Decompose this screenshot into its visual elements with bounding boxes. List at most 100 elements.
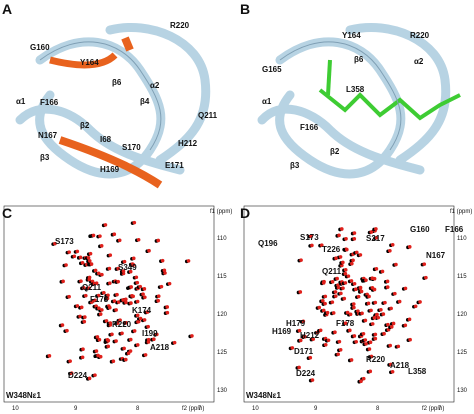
peak [345,310,350,315]
peak [129,301,133,305]
peak [91,233,96,238]
peak [321,281,326,285]
peak [53,241,57,246]
peak [83,293,88,298]
peak [379,307,383,312]
peak [64,263,68,267]
peak [98,312,103,316]
peak [138,316,143,321]
peak [352,281,357,286]
peak [135,280,140,285]
axis-label: f1 (ppm) [210,209,232,215]
peak [397,299,402,304]
peak [92,282,97,286]
peak [143,353,148,357]
peak [297,365,301,370]
residue-label: Q211 [82,283,102,292]
peak [106,344,111,349]
y-tick-label: 115 [457,274,467,280]
peak [108,321,113,325]
peak [78,255,83,260]
residue-label: N167 [38,131,58,140]
peak [47,354,52,358]
residue-label: R220 [410,31,430,40]
peak [337,339,342,344]
residue-label: W348Nε1 [6,391,41,400]
x-tick-label: 9 [74,406,78,412]
peak [67,250,71,254]
peaks [45,220,428,384]
peak [352,237,357,241]
residue-label: Y164 [80,58,99,67]
peak [333,290,338,294]
residue-label: F178 [90,295,109,304]
peak [374,235,379,240]
peak [334,256,338,260]
residue-label: α1 [16,97,26,106]
y-tick-label: 120 [457,312,468,318]
peak [299,258,303,262]
x-tick-label: 7 [198,406,202,412]
residue-label: α2 [150,81,160,90]
peak [388,248,392,253]
peak [341,286,345,290]
peak [303,334,307,339]
x-tick-label: 10 [12,406,19,412]
residue-label: G160 [30,43,50,52]
peak [354,287,358,291]
peak [344,236,348,241]
residue-label: β6 [354,55,364,64]
peak [112,299,117,303]
peak [422,262,427,266]
peak [142,287,147,291]
peak [115,292,119,297]
peak [124,357,128,362]
peak [87,286,91,290]
peak [88,251,93,256]
peak [121,269,126,273]
x-tick-label: 9 [314,406,318,412]
peak [348,312,353,317]
peak [351,258,355,263]
peak [90,300,94,304]
peak [156,238,161,243]
peak [298,338,303,343]
peak [156,298,160,303]
residue-label: S173 [300,233,319,242]
peak [408,337,412,342]
peak [343,271,348,276]
residue-label: H179 [286,319,306,328]
residue-label: Q211 [198,111,218,120]
x-tick-label: 10 [252,406,259,412]
peak [335,276,339,281]
peak [124,300,128,305]
residue-label: T226 [322,245,341,254]
peak [124,320,129,325]
panel-letter: C [2,205,12,221]
peak [326,338,331,343]
peak [363,338,368,342]
peak [333,330,337,335]
residue-label: H169 [100,165,120,174]
peak [317,305,322,310]
peak [389,325,394,329]
peak [346,274,351,278]
peak [373,300,378,305]
peak [72,254,77,259]
residue-label: K174 [132,306,152,315]
peak [337,233,341,238]
residue-label: W348Nε1 [246,391,281,400]
peak [165,310,170,315]
residue-label: β4 [140,97,150,106]
peak [141,292,145,296]
peak [116,266,121,271]
peak [128,337,133,342]
peak [369,230,374,234]
residue-label: A218 [150,343,170,352]
peak [116,300,121,304]
peak [93,298,97,303]
peak [120,331,124,336]
peak [380,269,385,274]
peak [363,318,368,323]
peak [424,275,428,280]
